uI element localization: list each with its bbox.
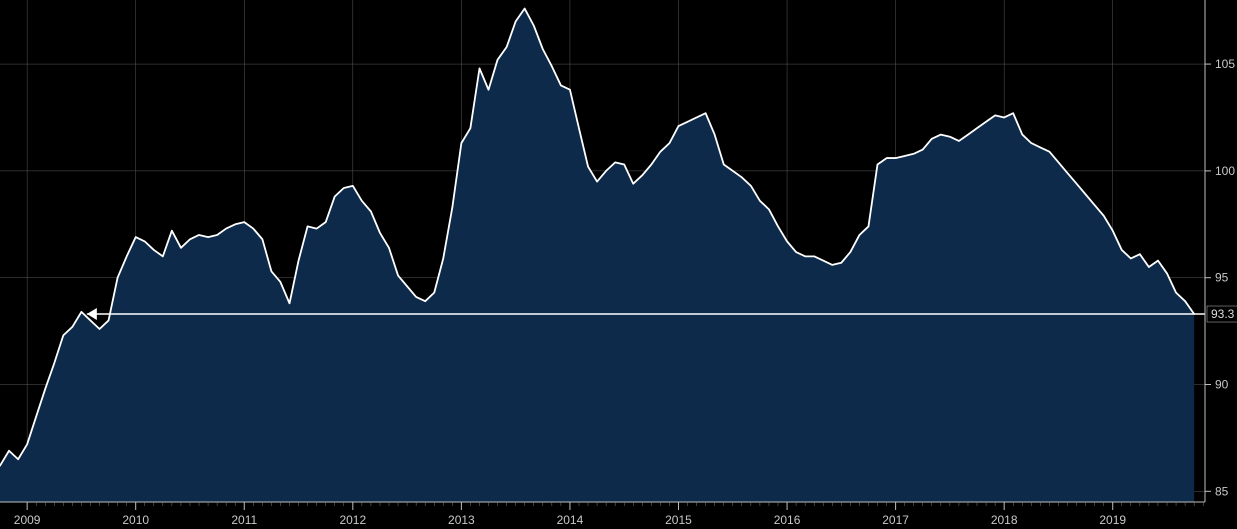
x-tick-label: 2016	[774, 513, 801, 527]
x-tick-label: 2009	[14, 513, 41, 527]
y-tick-label: 105	[1215, 57, 1235, 71]
x-tick-label: 2015	[665, 513, 692, 527]
x-tick-label: 2017	[882, 513, 909, 527]
area-chart: 2009 2010 2011 2012 2013 2014 2015 2016 2017 2018…	[0, 0, 1237, 529]
x-tick-label: 2011	[231, 513, 257, 527]
x-tick-label: 2013	[448, 513, 475, 527]
x-tick-label: 2012	[339, 513, 366, 527]
x-tick-label: 2014	[557, 513, 584, 527]
x-tick-label: 2018	[991, 513, 1018, 527]
last-value-label: 93.3	[1211, 307, 1235, 321]
y-tick-label: 100	[1215, 164, 1235, 178]
chart-container: 2009 2010 2011 2012 2013 2014 2015 2016 2017 2018…	[0, 0, 1237, 529]
y-tick-label: 95	[1215, 271, 1229, 285]
x-tick-label: 2010	[122, 513, 149, 527]
y-tick-label: 85	[1215, 484, 1229, 498]
y-tick-label: 90	[1215, 378, 1229, 392]
x-tick-label: 2019	[1099, 513, 1126, 527]
